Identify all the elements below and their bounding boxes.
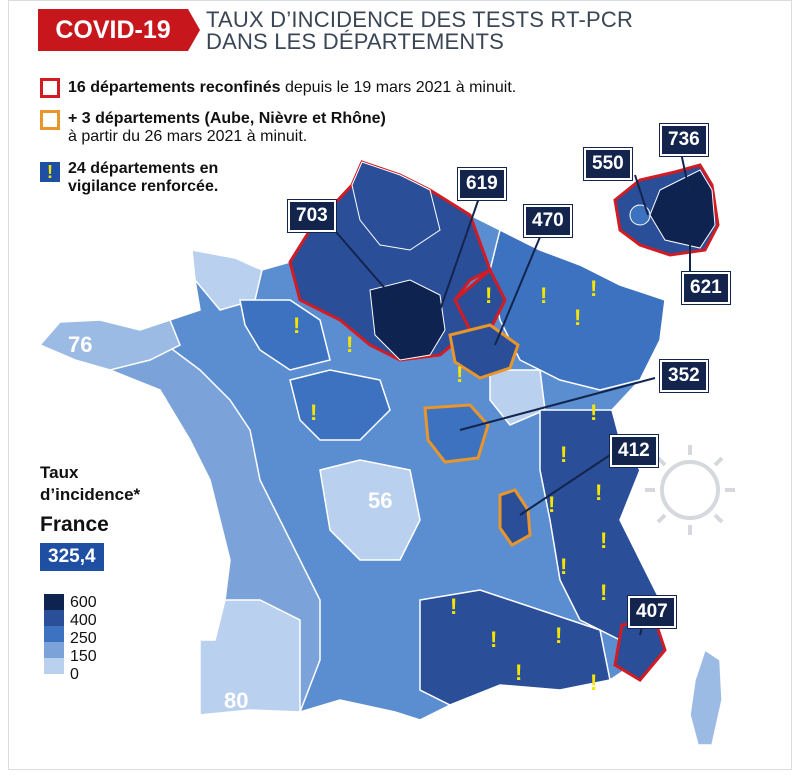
plus3-legend-swatch [40, 110, 60, 130]
vigilance-mark-icon: ! [574, 305, 581, 330]
scale-swatch-600 [44, 594, 64, 610]
title-line-2: DANS LES DÉPARTEMENTS [206, 29, 505, 54]
vigilance-legend-swatch: ! [40, 162, 60, 182]
scale-swatch-250 [44, 626, 64, 642]
virus-icon [645, 445, 735, 535]
page-title: TAUX D’INCIDENCE DES TESTS RT-PCR DANS L… [206, 9, 633, 53]
scale-label-600: 600 [70, 594, 97, 611]
vigilance-mark-icon: ! [310, 400, 317, 425]
rhone-dept [498, 488, 532, 547]
vigilance-marks: ! ! ! ! ! ! ! ! ! ! ! ! ! ! ! ! ! ! ! ! [293, 276, 607, 695]
legend-reconfined: 16 départements reconfinés depuis le 19 … [68, 79, 516, 97]
map-label-56: 56 [368, 488, 392, 513]
callout-619: 619 [458, 168, 506, 200]
vigilance-mark-icon: ! [515, 660, 522, 685]
scale-label-150: 150 [70, 648, 97, 665]
reconfined-east-strip [453, 267, 507, 332]
vigilance-mark-icon: ! [490, 627, 497, 652]
incidence-label-line-1: Taux [40, 463, 79, 482]
south-zone [419, 589, 611, 706]
corsica [689, 648, 723, 746]
callout-736: 736 [660, 124, 708, 156]
east-zone [489, 228, 666, 391]
centre-light-zone [319, 459, 421, 561]
ile-de-france-dark [369, 279, 446, 361]
vigilance-mark-icon: ! [450, 594, 457, 619]
callout-407: 407 [628, 596, 676, 628]
scale-swatch-0 [44, 658, 64, 674]
legend-reconfined-rest: depuis le 19 mars 2021 à minuit. [280, 79, 517, 96]
callout-352: 352 [660, 360, 708, 392]
legend-reconfined-bold: 16 départements reconfinés [68, 79, 281, 96]
legend-plus3-rest: à partir du 26 mars 2021 à minuit. [68, 128, 308, 145]
vigilance-mark-icon: ! [456, 362, 463, 387]
vigilance-mark-icon: ! [293, 313, 300, 338]
vigilance-mark-icon: ! [555, 623, 562, 648]
vigilance-mark-icon: ! [560, 442, 567, 467]
vigilance-mark-icon: ! [590, 400, 597, 425]
paris-inset-center [629, 204, 651, 226]
vigilance-mark-icon: ! [560, 554, 567, 579]
france-label: France [40, 513, 109, 536]
southwest-zone [199, 599, 301, 716]
pays-loire-zone [239, 299, 331, 371]
incidence-label-line-2: d’incidence* [40, 485, 141, 504]
bretagne-zone [38, 319, 181, 371]
vigilance-mark-icon: ! [590, 670, 597, 695]
vigilance-mark-icon: ! [346, 332, 353, 357]
scale-swatch-150 [44, 642, 64, 658]
nord-darker [351, 161, 441, 251]
title-line-1: TAUX D’INCIDENCE DES TESTS RT-PCR [206, 7, 634, 32]
callout-470: 470 [524, 205, 572, 237]
alpes-maritimes-dept [613, 618, 667, 682]
scale-swatch-400 [44, 610, 64, 626]
reconfined-legend-swatch [40, 78, 60, 98]
legend-vigilance-line-2: vigilance renforcée. [68, 178, 219, 195]
vigilance-mark-icon: ! [47, 161, 53, 182]
legend-plus3-bold: + 3 départements (Aube, Nièvre et Rhône) [68, 110, 386, 127]
vigilance-mark-icon: ! [590, 276, 597, 301]
callout-621: 621 [682, 272, 730, 304]
paris-inset-dark [649, 169, 716, 249]
badge-text: COVID-19 [55, 15, 171, 44]
vigilance-mark-icon: ! [485, 283, 492, 308]
incidence-label: Taux d’incidence* [40, 462, 140, 506]
scale-label-250: 250 [70, 630, 97, 647]
vigilance-mark-icon: ! [540, 283, 547, 308]
legend-vigilance: 24 départements en vigilance renforcée. [68, 160, 218, 196]
map-label-76: 76 [68, 332, 92, 357]
nievre-dept [423, 403, 490, 464]
map-label-80: 80 [224, 688, 248, 713]
vigilance-mark-icon: ! [548, 492, 555, 517]
legend-plus3: + 3 départements (Aube, Nièvre et Rhône)… [68, 110, 386, 146]
callout-412: 412 [610, 435, 658, 467]
france-value: 325,4 [40, 543, 104, 571]
vigilance-mark-icon: ! [595, 480, 602, 505]
color-scale: 600 400 250 150 0 [44, 594, 97, 683]
scale-label-400: 400 [70, 612, 97, 629]
west-centre-zone [289, 369, 391, 441]
vigilance-mark-icon: ! [600, 580, 607, 605]
scale-label-0: 0 [70, 666, 79, 683]
aube-dept [448, 323, 520, 380]
legend-vigilance-line-1: 24 départements en [68, 160, 219, 177]
covid-badge: COVID-19 [38, 9, 200, 51]
callout-550: 550 [584, 148, 632, 180]
callout-703: 703 [288, 200, 336, 232]
vigilance-mark-icon: ! [600, 528, 607, 553]
